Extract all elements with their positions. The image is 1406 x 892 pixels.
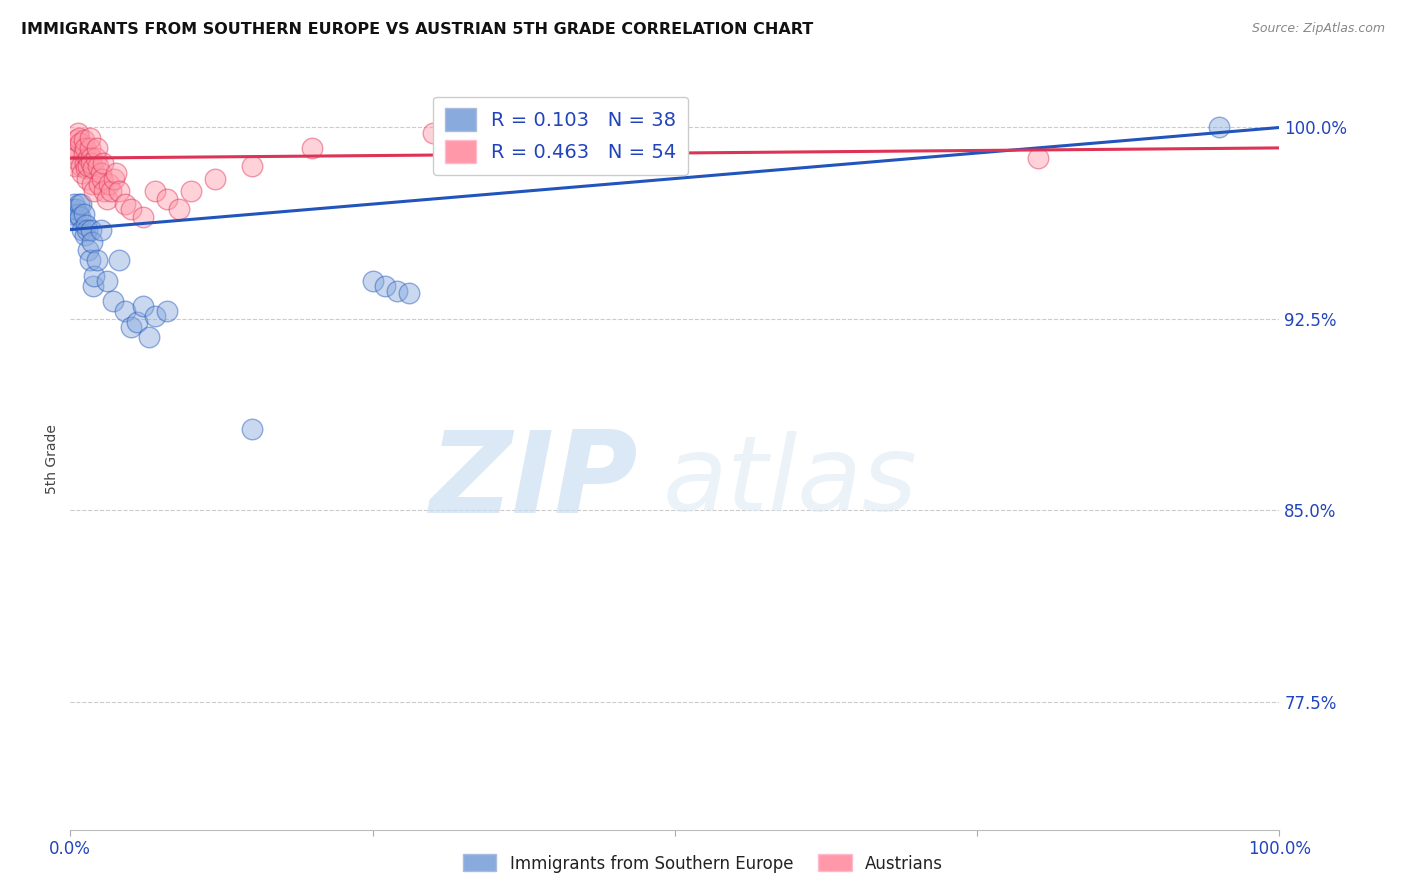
- Point: [72, 207, 94, 221]
- Point: [80, 222, 103, 236]
- Point: [240, 422, 263, 436]
- Point: [79, 130, 101, 145]
- Point: [105, 166, 128, 180]
- Point: [79, 141, 101, 155]
- Text: atlas: atlas: [662, 431, 918, 533]
- Point: [65, 202, 87, 217]
- Point: [63, 197, 86, 211]
- Point: [1026, 151, 1049, 165]
- Point: [77, 243, 100, 257]
- Point: [543, 141, 565, 155]
- Legend: Immigrants from Southern Europe, Austrians: Immigrants from Southern Europe, Austria…: [457, 847, 949, 880]
- Point: [83, 184, 105, 198]
- Point: [69, 210, 91, 224]
- Point: [66, 207, 89, 221]
- Point: [204, 171, 226, 186]
- Point: [125, 314, 148, 328]
- Point: [101, 294, 124, 309]
- Point: [96, 192, 118, 206]
- Point: [114, 197, 136, 211]
- Text: Source: ZipAtlas.com: Source: ZipAtlas.com: [1251, 22, 1385, 36]
- Point: [89, 177, 111, 191]
- Point: [75, 218, 97, 232]
- Point: [73, 227, 96, 242]
- Point: [87, 159, 110, 173]
- Point: [114, 304, 136, 318]
- Point: [86, 253, 108, 268]
- Point: [67, 130, 90, 145]
- Point: [62, 207, 84, 221]
- Point: [93, 184, 115, 198]
- Point: [167, 202, 190, 217]
- Point: [664, 146, 686, 161]
- Point: [138, 330, 160, 344]
- Point: [60, 146, 83, 161]
- Text: ZIP: ZIP: [430, 426, 638, 537]
- Point: [385, 284, 408, 298]
- Point: [90, 222, 111, 236]
- Point: [76, 171, 98, 186]
- Point: [1208, 120, 1230, 135]
- Point: [107, 184, 129, 198]
- Point: [120, 319, 142, 334]
- Point: [120, 202, 142, 217]
- Point: [84, 151, 107, 165]
- Point: [156, 192, 179, 206]
- Point: [72, 222, 94, 236]
- Point: [143, 184, 166, 198]
- Point: [82, 161, 104, 176]
- Point: [103, 171, 125, 186]
- Point: [76, 222, 98, 236]
- Point: [69, 136, 91, 150]
- Point: [107, 253, 129, 268]
- Point: [72, 133, 94, 147]
- Point: [70, 197, 93, 211]
- Point: [67, 197, 90, 211]
- Point: [90, 171, 112, 186]
- Point: [63, 212, 86, 227]
- Point: [70, 159, 93, 173]
- Point: [80, 151, 103, 165]
- Point: [422, 126, 444, 140]
- Point: [72, 146, 94, 161]
- Point: [156, 304, 179, 318]
- Point: [398, 286, 420, 301]
- Point: [80, 235, 103, 250]
- Point: [60, 202, 83, 217]
- Point: [80, 177, 103, 191]
- Point: [77, 159, 100, 173]
- Text: IMMIGRANTS FROM SOUTHERN EUROPE VS AUSTRIAN 5TH GRADE CORRELATION CHART: IMMIGRANTS FROM SOUTHERN EUROPE VS AUSTR…: [21, 22, 813, 37]
- Point: [80, 156, 103, 170]
- Point: [96, 274, 118, 288]
- Point: [72, 166, 94, 180]
- Point: [65, 133, 87, 147]
- Point: [361, 274, 384, 288]
- Point: [62, 141, 84, 155]
- Point: [73, 156, 96, 170]
- Y-axis label: 5th Grade: 5th Grade: [45, 425, 59, 494]
- Point: [132, 210, 155, 224]
- Point: [90, 166, 111, 180]
- Point: [63, 151, 86, 165]
- Legend: R = 0.103   N = 38, R = 0.463   N = 54: R = 0.103 N = 38, R = 0.463 N = 54: [433, 96, 689, 175]
- Point: [482, 133, 505, 147]
- Point: [143, 310, 166, 324]
- Point: [374, 278, 396, 293]
- Point: [83, 268, 105, 283]
- Point: [132, 299, 155, 313]
- Point: [82, 278, 104, 293]
- Point: [66, 126, 89, 140]
- Point: [98, 177, 121, 191]
- Point: [240, 159, 263, 173]
- Point: [100, 184, 122, 198]
- Point: [91, 156, 114, 170]
- Point: [77, 151, 100, 165]
- Point: [73, 141, 96, 155]
- Point: [301, 141, 323, 155]
- Point: [180, 184, 202, 198]
- Point: [63, 159, 86, 173]
- Point: [86, 141, 108, 155]
- Point: [79, 253, 101, 268]
- Point: [75, 161, 97, 176]
